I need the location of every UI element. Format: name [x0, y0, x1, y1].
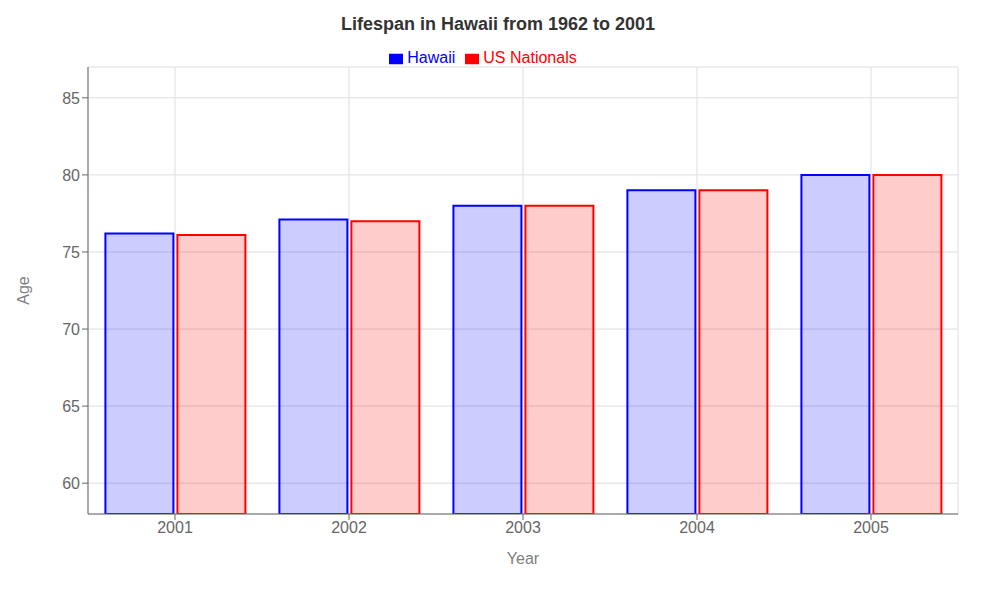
- html-text:Hawaii: Hawaii: [407, 49, 456, 66]
- svg-text:75: 75: [62, 244, 80, 261]
- svg-text:80: 80: [62, 167, 80, 184]
- svg-text:65: 65: [62, 398, 80, 415]
- svg-text:2002: 2002: [331, 519, 367, 536]
- svg-text:2005: 2005: [853, 519, 889, 536]
- svg-text:2004: 2004: [679, 519, 715, 536]
- svg-text:85: 85: [62, 90, 80, 107]
- svg-text:2003: 2003: [505, 519, 541, 536]
- svg-text:2001: 2001: [157, 519, 193, 536]
- svg-text:Age: Age: [15, 276, 32, 305]
- html-text:Lifespan in Hawaii from 1962 t: Lifespan in Hawaii from 1962 to 2001: [340, 14, 656, 34]
- svg-text:Year: Year: [507, 550, 540, 567]
- svg-text:60: 60: [62, 475, 80, 492]
- svg-text:70: 70: [62, 321, 80, 338]
- html-text:US Nationals: US Nationals: [483, 49, 577, 66]
